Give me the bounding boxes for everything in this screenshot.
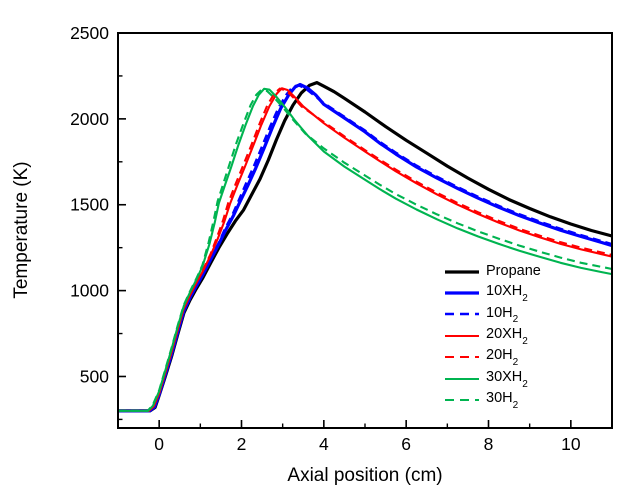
legend-line-sample	[445, 313, 479, 316]
legend-label-subscript: 2	[512, 357, 519, 369]
x-tick-label: 8	[484, 434, 494, 454]
y-tick-label: 1500	[70, 195, 109, 215]
x-tick-label: 10	[561, 434, 581, 454]
legend-label-text: 10XH	[486, 283, 523, 300]
legend-line-sample	[445, 398, 479, 402]
legend-label-text: 30XH	[486, 368, 523, 385]
legend-label-text: 30H	[486, 390, 513, 407]
y-tick-label: 500	[80, 366, 109, 386]
legend-item-20h2: 20H2	[444, 347, 541, 368]
axis-tick-labels: 0 2 4 6 8 10 500 1000 1500 2000 2500	[70, 23, 581, 454]
legend-line-sample	[445, 356, 479, 359]
legend-label: 10H2	[486, 304, 519, 326]
legend-label: Propane	[486, 264, 541, 279]
legend-item-10xh2: 10XH2	[444, 282, 541, 305]
legend-line-sample	[445, 270, 479, 274]
legend-label: 20XH2	[486, 325, 528, 347]
legend-line-sample	[445, 291, 479, 295]
legend-label-text: 20XH	[486, 325, 523, 342]
y-tick-label: 2500	[70, 23, 109, 43]
legend-label: 30H2	[486, 390, 519, 411]
x-axis-title: Axial position (cm)	[287, 465, 442, 486]
legend-label-text: Propane	[486, 263, 541, 280]
legend-label: 10XH2	[486, 283, 528, 305]
legend: Propane 10XH2 10H2 20XH2 20H2 30XH2 30H2	[444, 261, 541, 411]
legend-line-sample	[445, 334, 479, 337]
legend-line-sample	[445, 377, 479, 380]
series-line-20h2	[118, 87, 613, 412]
legend-label: 30XH2	[486, 368, 528, 390]
series-line-30h2	[118, 88, 613, 412]
series-line-10h2	[118, 84, 613, 412]
legend-item-30h2: 30H2	[444, 389, 541, 410]
y-tick-label: 1000	[70, 281, 109, 301]
legend-item-20xh2: 20XH2	[444, 325, 541, 346]
legend-label-text: 20H	[486, 347, 513, 364]
legend-label-text: 10H	[486, 304, 513, 321]
legend-label-subscript: 2	[522, 335, 528, 347]
legend-item-propane: Propane	[444, 261, 541, 282]
legend-label: 20H2	[486, 347, 519, 369]
x-tick-label: 2	[237, 434, 247, 454]
plot-frame	[117, 32, 613, 429]
legend-item-30xh2: 30XH2	[444, 368, 541, 389]
legend-label-subscript: 2	[512, 314, 519, 326]
legend-label-subscript: 2	[522, 378, 528, 390]
legend-label-subscript: 2	[512, 399, 519, 411]
legend-item-10h2: 10H2	[444, 304, 541, 325]
x-tick-label: 0	[154, 434, 164, 454]
x-tick-label: 4	[319, 434, 329, 454]
y-tick-label: 2000	[70, 109, 109, 129]
x-tick-label: 6	[401, 434, 411, 454]
legend-label-subscript: 2	[522, 293, 528, 305]
data-series-lines	[118, 81, 613, 413]
y-axis-title: Temperature (K)	[11, 161, 32, 298]
